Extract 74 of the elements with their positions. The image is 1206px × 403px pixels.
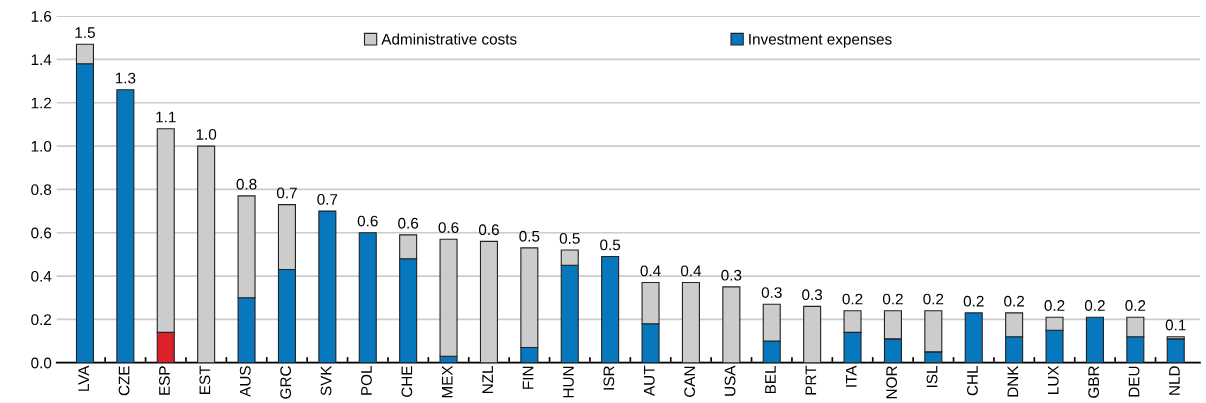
x-tick-label: FIN bbox=[522, 366, 534, 389]
total-label: 0.2 bbox=[1004, 295, 1024, 307]
total-label: 0.4 bbox=[680, 265, 702, 277]
y-tick-label: 1.4 bbox=[31, 54, 52, 65]
y-tick-label: 0.6 bbox=[31, 227, 52, 239]
x-tick-label: CAN bbox=[684, 366, 696, 397]
x-tick-label: NLD bbox=[1169, 366, 1180, 395]
total-label: 0.7 bbox=[317, 193, 338, 205]
x-tick-label: ISL bbox=[926, 365, 938, 387]
x-tick-label: CZE bbox=[118, 366, 130, 396]
x-tick-label: SVK bbox=[320, 365, 332, 396]
total-label: 0.2 bbox=[1044, 300, 1065, 311]
x-tick-label: EST bbox=[199, 365, 211, 394]
total-label: 0.2 bbox=[882, 293, 903, 305]
x-tick-label: CHL bbox=[967, 365, 978, 396]
y-tick-label: 0.0 bbox=[31, 357, 52, 369]
x-tick-label: GBR bbox=[1088, 366, 1100, 398]
legend-label: Investment expenses bbox=[749, 33, 892, 48]
x-tick-label: ISR bbox=[603, 366, 615, 390]
x-tick-label: ESP bbox=[159, 366, 170, 395]
total-label: 0.2 bbox=[842, 293, 863, 305]
total-label: 0.2 bbox=[1125, 300, 1146, 311]
bar bbox=[601, 256, 620, 363]
total-label: 0.5 bbox=[600, 239, 621, 251]
total-label: 0.3 bbox=[761, 287, 782, 298]
x-tick-label: CHE bbox=[401, 366, 413, 397]
bar bbox=[1166, 338, 1185, 363]
bar bbox=[116, 89, 135, 363]
x-tick-label: NZL bbox=[482, 365, 493, 394]
total-label: 0.6 bbox=[398, 217, 419, 229]
total-label: 0.1 bbox=[1165, 319, 1186, 331]
y-tick-label: 1.6 bbox=[31, 10, 52, 22]
x-tick-label: DNK bbox=[1007, 365, 1019, 397]
x-tick-label: LVA bbox=[78, 365, 89, 391]
total-label: 1.5 bbox=[75, 27, 95, 39]
total-label: 0.6 bbox=[438, 222, 459, 233]
x-tick-label: PRT bbox=[805, 365, 817, 395]
total-label: 0.3 bbox=[721, 269, 742, 281]
total-label: 0.7 bbox=[276, 187, 297, 199]
bar bbox=[318, 210, 337, 363]
total-label: 0.2 bbox=[1084, 300, 1105, 311]
x-tick-label: BEL bbox=[765, 365, 776, 394]
total-label: 0.6 bbox=[478, 224, 499, 236]
y-tick-label: 1.2 bbox=[31, 97, 52, 109]
total-label: 0.6 bbox=[357, 215, 378, 227]
total-label: 0.3 bbox=[802, 289, 823, 301]
bar bbox=[358, 232, 377, 363]
x-tick-label: ITA bbox=[845, 365, 857, 387]
x-tick-label: DEU bbox=[1128, 366, 1140, 397]
y-tick-label: 0.4 bbox=[31, 270, 52, 282]
bar bbox=[964, 312, 983, 363]
total-label: 0.2 bbox=[963, 295, 984, 307]
legend-label: Administrative costs bbox=[381, 33, 517, 45]
total-label: 1.0 bbox=[196, 129, 217, 140]
total-label: 0.5 bbox=[519, 230, 540, 242]
y-tick-label: 0.2 bbox=[31, 314, 52, 326]
total-label: 1.3 bbox=[115, 72, 136, 84]
x-tick-label: LUX bbox=[1047, 365, 1059, 394]
x-tick-label: USA bbox=[724, 365, 736, 396]
x-tick-label: HUN bbox=[563, 366, 574, 398]
bar bbox=[1085, 316, 1104, 363]
total-label: 0.8 bbox=[236, 178, 257, 190]
x-tick-label: AUT bbox=[643, 365, 655, 396]
x-tick-label: NOR bbox=[886, 366, 898, 399]
x-tick-label: POL bbox=[361, 365, 372, 395]
total-label: 1.1 bbox=[156, 111, 176, 123]
total-label: 0.5 bbox=[559, 232, 580, 244]
x-tick-label: AUS bbox=[239, 366, 251, 397]
y-tick-label: 0.8 bbox=[31, 184, 52, 196]
total-label: 0.4 bbox=[640, 265, 661, 277]
total-label: 0.2 bbox=[923, 293, 944, 305]
y-tick-label: 1.0 bbox=[31, 140, 52, 152]
x-tick-label: GRC bbox=[280, 366, 292, 399]
x-tick-label: MEX bbox=[441, 365, 453, 398]
